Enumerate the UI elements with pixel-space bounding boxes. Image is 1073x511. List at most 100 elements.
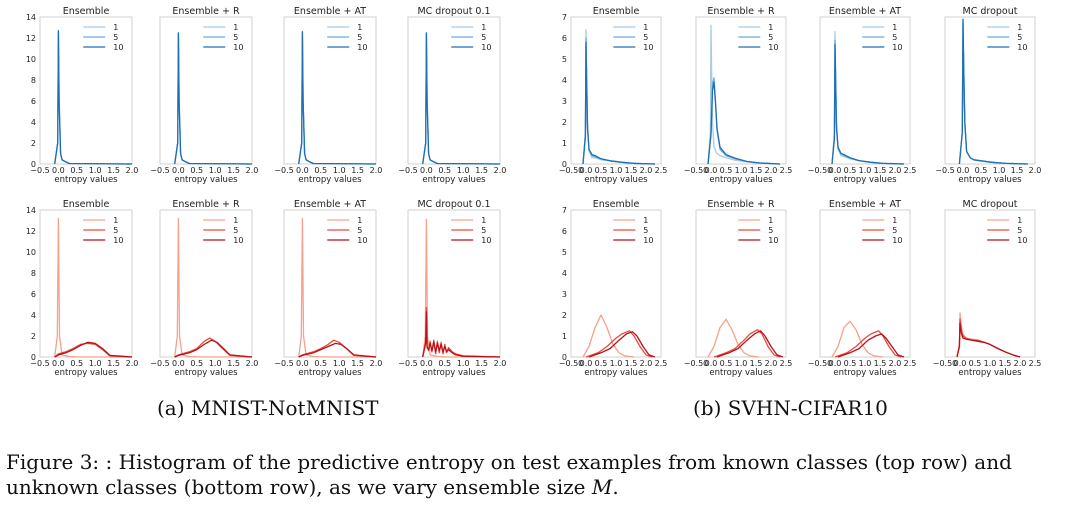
y-tick-label: 2 — [562, 118, 567, 127]
x-axis-label: entropy values — [709, 175, 773, 185]
x-axis-label: entropy values — [54, 175, 118, 185]
legend-label: 5 — [643, 226, 648, 235]
x-tick-label: 1.0 — [610, 166, 623, 175]
panel: Ensemble + R −0.500.0 0.5 1.0 1.5 2.0 2.5 entro… — [684, 199, 793, 378]
x-tick-label: −0.50 — [684, 359, 709, 368]
x-tick-label: 1.5 — [750, 359, 763, 368]
x-tick-label: 0.5 — [438, 359, 451, 368]
series-line-5 — [956, 318, 1021, 358]
x-tick-label: −0.5 — [150, 166, 169, 175]
legend-label: 5 — [481, 33, 486, 42]
x-tick-label: −0.50 — [808, 166, 833, 175]
x-tick-label: 2.0 — [640, 166, 653, 175]
y-tick-label: 12 — [26, 227, 36, 236]
axes-frame — [944, 16, 1036, 165]
y-tick-label: 10 — [26, 55, 36, 64]
series-line-10 — [958, 18, 1028, 165]
x-tick-label: 0.5 — [844, 166, 857, 175]
x-tick-label: 0.0 — [829, 166, 842, 175]
x-tick-label: 0.5 — [595, 166, 608, 175]
x-tick-label: 2.0 — [370, 359, 383, 368]
legend-label: 1 — [481, 23, 486, 32]
series-line-10 — [54, 30, 133, 165]
x-tick-label: 1.0 — [89, 166, 102, 175]
x-tick-label: 0.5 — [969, 359, 982, 368]
panel-title: Ensemble + AT — [829, 6, 901, 17]
x-tick-label: 0.5 — [595, 359, 608, 368]
y-tick-label: 5 — [562, 55, 567, 64]
x-tick-label: −0.5 — [398, 359, 417, 368]
panel-title: MC dropout 0.1 — [417, 199, 490, 210]
legend-label: 10 — [357, 236, 367, 245]
legend-label: 1 — [892, 23, 897, 32]
y-tick-label: 8 — [31, 76, 36, 85]
x-tick-label: 2.0 — [889, 166, 902, 175]
x-tick-label: 2.0 — [494, 359, 507, 368]
series-line-10 — [831, 43, 905, 165]
x-tick-label: 0.5 — [975, 166, 988, 175]
x-tick-label: 0.0 — [296, 166, 309, 175]
y-tick-label: 4 — [562, 76, 567, 85]
y-tick-label: 6 — [562, 227, 567, 236]
legend-label: 10 — [113, 236, 123, 245]
panel: Ensemble + AT −0.500.0 0.5 1.0 1.5 2.0 2.5 entr… — [808, 199, 917, 378]
panel: Ensemble + AT −0.5 0.0 0.5 1.0 1.5 2.0 entropy … — [274, 6, 382, 185]
series-line-10 — [54, 341, 133, 358]
x-tick-label: 0.0 — [296, 359, 309, 368]
panel-title: Ensemble + R — [172, 199, 240, 210]
y-tick-label: 14 — [26, 13, 36, 22]
x-tick-label: 0.0 — [420, 166, 433, 175]
x-axis-label: entropy values — [174, 175, 238, 185]
figure-caption: Figure 3: : Histogram of the predictive … — [6, 450, 1068, 500]
sub-caption-svhn: (b) SVHN-CIFAR10 — [693, 396, 888, 420]
x-tick-label: 1.0 — [735, 166, 748, 175]
x-tick-label: −0.5 — [398, 166, 417, 175]
y-tick-label: 4 — [31, 311, 36, 320]
legend-label: 1 — [1017, 23, 1022, 32]
series-line-10 — [174, 339, 253, 358]
series-line-5 — [834, 330, 902, 358]
x-tick-label: 2.0 — [1014, 359, 1027, 368]
x-tick-label: −0.5 — [30, 166, 49, 175]
legend-label: 5 — [1017, 33, 1022, 42]
x-tick-label: 1.0 — [209, 166, 222, 175]
x-tick-label: 2.0 — [889, 359, 902, 368]
y-tick-label: 10 — [26, 248, 36, 257]
x-axis-label: entropy values — [833, 368, 897, 378]
legend-label: 1 — [1017, 216, 1022, 225]
axes-frame — [695, 209, 787, 358]
legend-label: 1 — [892, 216, 897, 225]
x-tick-label: 2.0 — [126, 359, 139, 368]
series-line-1 — [298, 217, 376, 358]
series-line-10 — [582, 41, 656, 165]
axes-frame — [570, 16, 662, 165]
panel-title: Ensemble + R — [707, 199, 775, 210]
y-tick-label: 0 — [562, 353, 567, 362]
x-tick-label: 0.5 — [314, 359, 327, 368]
series-line-1 — [582, 314, 635, 358]
x-tick-label: 0.5 — [190, 166, 203, 175]
y-tick-label: 2 — [31, 332, 36, 341]
x-tick-label: 2.0 — [370, 166, 383, 175]
axes-frame — [944, 209, 1036, 358]
series-line-5 — [582, 37, 656, 165]
series-line-5 — [713, 329, 781, 358]
legend-label: 10 — [892, 43, 902, 52]
panel: MC dropout −0.5 0.0 0.5 1.0 1.5 2.0 entropy val… — [935, 6, 1041, 185]
panel: Ensemble + R −0.5 0.0 0.5 1.0 1.5 2.0 entropy v… — [150, 6, 258, 185]
x-tick-label: 0.0 — [829, 359, 842, 368]
x-axis-label: entropy values — [584, 175, 648, 185]
y-tick-label: 3 — [562, 290, 567, 299]
legend-label: 1 — [357, 216, 362, 225]
y-tick-label: 8 — [31, 269, 36, 278]
legend-label: 5 — [768, 226, 773, 235]
legend-label: 5 — [233, 33, 238, 42]
series-line-1 — [956, 312, 1021, 358]
x-tick-label: −0.50 — [559, 166, 584, 175]
series-line-10 — [588, 331, 656, 358]
x-tick-label: 1.0 — [859, 166, 872, 175]
series-line-10 — [298, 31, 377, 165]
x-tick-label: −0.5 — [274, 359, 293, 368]
x-tick-label: 0.0 — [580, 166, 593, 175]
panel-title: MC dropout — [963, 199, 1018, 210]
